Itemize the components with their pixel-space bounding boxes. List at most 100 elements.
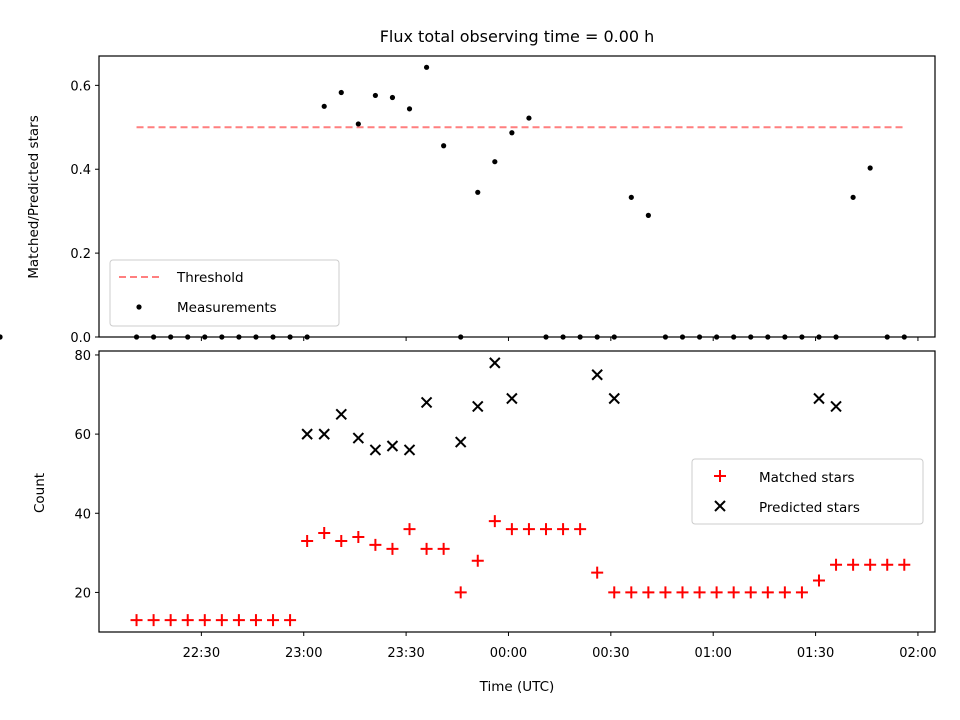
predicted-stars-point	[454, 436, 467, 448]
legend-measurements-swatch	[136, 304, 142, 310]
measurements-point	[475, 189, 481, 195]
measurements-point	[526, 115, 532, 121]
matched-stars-point	[676, 586, 689, 599]
count-legend: Matched stars Predicted stars	[691, 458, 924, 525]
matched-stars-point	[335, 534, 348, 547]
matched-stars-point	[642, 586, 655, 599]
chart-title: Flux total observing time = 0.00 h	[380, 27, 655, 46]
ratio-y-axis: 0.0 0.2 0.4 0.6	[70, 79, 99, 346]
measurements-point	[372, 92, 378, 99]
ratio-panel-frame	[98, 55, 936, 338]
measurements-point	[441, 143, 447, 149]
matched-stars-point	[198, 614, 211, 627]
matched-stars-point	[591, 566, 604, 579]
x-axis-label: Time (UTC)	[479, 679, 555, 695]
matched-stars-point	[659, 586, 672, 599]
y-tick-label: 0.6	[70, 79, 91, 94]
matched-stars-point	[130, 614, 143, 627]
predicted-stars-point	[335, 408, 347, 421]
measurements-point	[355, 121, 361, 127]
matched-stars-point	[403, 523, 416, 536]
measurements-point	[321, 103, 327, 109]
count-plot-area	[130, 357, 911, 627]
matched-stars-point	[352, 531, 365, 544]
predicted-stars-point	[813, 392, 825, 405]
matched-stars-point	[284, 614, 297, 627]
x-tick-label: 23:00	[285, 646, 322, 661]
matched-stars-point	[301, 534, 314, 547]
x-tick-label: 02:00	[899, 646, 936, 661]
predicted-stars-point	[420, 396, 433, 409]
predicted-stars-point	[830, 400, 842, 413]
count-y-axis-label: Count	[32, 473, 48, 513]
predicted-stars-point	[608, 392, 620, 405]
x-tick-label: 22:30	[183, 646, 220, 661]
matched-stars-point	[693, 586, 706, 599]
x-tick-label: 00:30	[592, 646, 629, 661]
predicted-stars-point	[369, 444, 382, 456]
y-tick-label: 20	[74, 586, 91, 601]
ratio-legend: Threshold Measurements	[109, 259, 340, 327]
count-panel-frame	[98, 350, 936, 633]
predicted-stars-point	[472, 400, 484, 413]
matched-stars-point	[522, 523, 535, 536]
count-panel: 22:30 23:00 23:30 00:00 00:30 01:00 01:30 02:00…	[32, 349, 937, 695]
measurements-point	[645, 212, 651, 218]
ratio-y-axis-label: Matched/Predicted stars	[26, 115, 42, 278]
matched-stars-point	[710, 586, 723, 599]
legend-matched-swatch	[714, 470, 726, 482]
matched-stars-point	[164, 614, 177, 627]
matched-stars-point	[557, 523, 570, 536]
measurements-point	[389, 94, 396, 101]
matched-stars-point	[847, 558, 860, 571]
measurements-point	[850, 194, 856, 200]
count-legend-box	[691, 458, 924, 525]
matched-stars-point	[488, 515, 501, 528]
measurements-point	[492, 159, 498, 165]
matched-stars-point	[215, 614, 228, 627]
ratio-x-ticks	[200, 337, 919, 341]
matched-stars-point	[795, 586, 808, 599]
predicted-stars-point	[301, 428, 313, 440]
x-tick-label: 01:30	[797, 646, 834, 661]
matched-stars-point	[625, 586, 638, 599]
matched-stars-point	[778, 586, 791, 599]
matched-stars-point	[608, 586, 621, 599]
matched-stars-point	[540, 523, 553, 536]
legend-predicted-swatch	[714, 500, 726, 512]
predicted-stars-point	[352, 432, 365, 444]
matched-stars-point	[830, 558, 843, 571]
y-tick-label: 60	[74, 428, 91, 443]
ratio-panel: 0.0 0.2 0.4 0.6 Matched/Predicted stars Thr…	[0, 55, 936, 346]
matched-stars-point	[386, 542, 399, 555]
matched-stars-point	[574, 523, 587, 536]
count-y-axis: 20 40 60 80	[74, 349, 99, 601]
matched-stars-point	[369, 538, 382, 551]
measurements-point	[867, 165, 873, 171]
matched-stars-point	[420, 542, 433, 555]
predicted-stars-point	[591, 369, 603, 381]
y-tick-label: 0.0	[70, 331, 91, 346]
matched-stars-point	[318, 527, 331, 540]
matched-stars-point	[881, 558, 894, 571]
x-tick-label: 23:30	[387, 646, 424, 661]
matched-stars-point	[232, 614, 245, 627]
predicted-stars-point	[403, 444, 416, 456]
measurements-point	[509, 130, 515, 136]
predicted-stars-point	[489, 357, 501, 369]
matched-stars-point	[454, 586, 467, 599]
matched-stars-point	[864, 558, 877, 571]
matched-stars-point	[898, 558, 911, 571]
measurements-point	[628, 194, 634, 200]
predicted-stars-point	[506, 392, 518, 405]
legend-measurements-label: Measurements	[177, 300, 277, 316]
legend-threshold-label: Threshold	[176, 270, 244, 286]
matched-stars-point	[744, 586, 757, 599]
matched-stars-point	[761, 586, 774, 599]
matched-stars-point	[267, 614, 280, 627]
legend-predicted-label: Predicted stars	[759, 500, 860, 516]
predicted-stars-point	[318, 428, 330, 440]
matched-stars-point	[505, 523, 518, 536]
